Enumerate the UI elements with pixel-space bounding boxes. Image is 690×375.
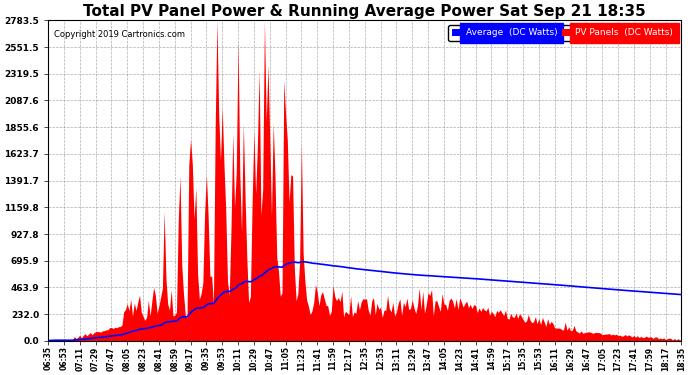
Legend: Average  (DC Watts), PV Panels  (DC Watts): Average (DC Watts), PV Panels (DC Watts) (448, 25, 677, 41)
Text: Copyright 2019 Cartronics.com: Copyright 2019 Cartronics.com (55, 30, 186, 39)
Title: Total PV Panel Power & Running Average Power Sat Sep 21 18:35: Total PV Panel Power & Running Average P… (83, 4, 646, 19)
